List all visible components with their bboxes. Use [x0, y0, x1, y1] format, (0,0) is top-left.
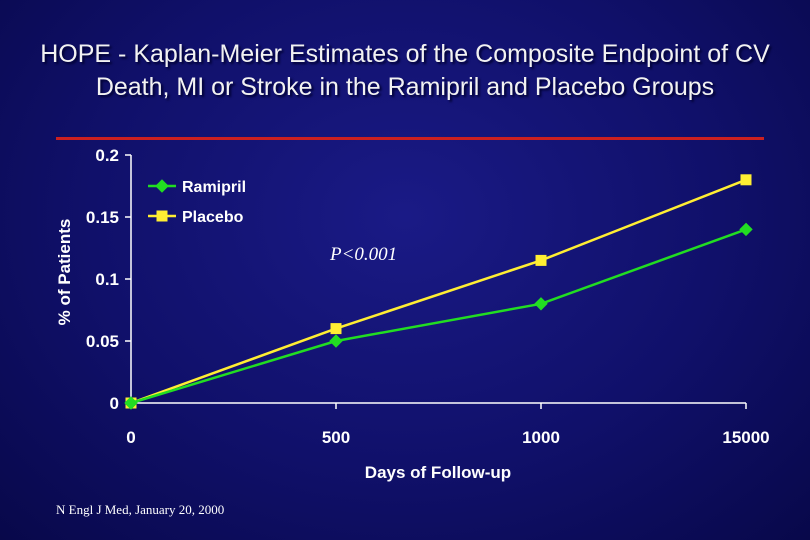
ramipril-data-point — [329, 334, 343, 348]
x-axis-title: Days of Follow-up — [365, 463, 511, 482]
ramipril-legend-label: Ramipril — [182, 179, 246, 196]
ramipril-data-point — [124, 396, 138, 410]
x-tick-label: 15000 — [722, 428, 769, 447]
x-tick-label: 1000 — [522, 428, 560, 447]
ramipril-legend-marker — [155, 179, 169, 193]
y-tick-label: 0 — [110, 394, 119, 413]
citation: N Engl J Med, January 20, 2000 — [56, 502, 225, 517]
ramipril-series-line — [130, 228, 747, 405]
x-tick-labels: 0 500 1000 15000 — [126, 403, 770, 447]
placebo-legend-label: Placebo — [182, 209, 244, 226]
placebo-series-line — [130, 178, 747, 405]
placebo-legend-marker — [156, 210, 168, 222]
ramipril-data-point — [739, 222, 753, 237]
y-axis-title: % of Patients — [55, 219, 74, 326]
placebo-data-point — [740, 174, 752, 186]
y-tick-label: 0.2 — [95, 146, 119, 165]
title-divider — [56, 137, 764, 140]
ramipril-data-point — [534, 297, 548, 311]
placebo-data-point — [330, 323, 342, 335]
y-tick-label: 0.15 — [86, 208, 119, 227]
y-tick-label: 0.05 — [86, 332, 119, 351]
placebo-data-point — [535, 254, 547, 266]
x-tick-label: 500 — [322, 428, 350, 447]
x-tick-label: 0 — [126, 428, 135, 447]
slide-title: HOPE - Kaplan-Meier Estimates of the Com… — [40, 40, 770, 101]
chart-series — [124, 174, 753, 410]
chart-legend: Ramipril Placebo — [148, 179, 246, 226]
y-tick-label: 0.1 — [95, 270, 119, 289]
y-tick-labels: 0 0.05 0.1 0.15 0.2 — [86, 146, 131, 413]
p-value-annotation: P<0.001 — [330, 244, 398, 265]
